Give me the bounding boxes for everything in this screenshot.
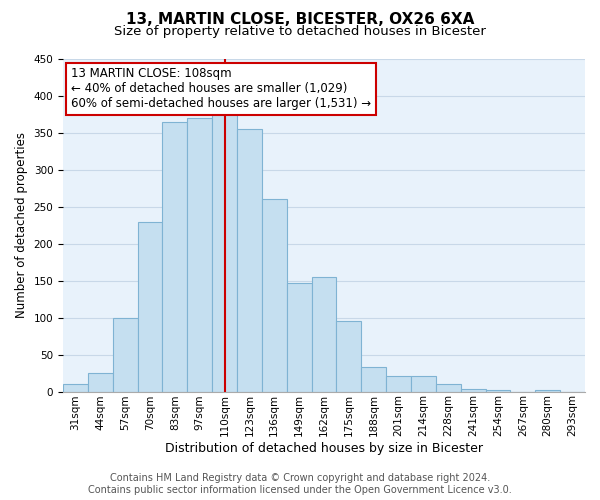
Bar bbox=[411, 376, 436, 392]
Y-axis label: Number of detached properties: Number of detached properties bbox=[15, 132, 28, 318]
Bar bbox=[63, 384, 88, 392]
Bar bbox=[535, 390, 560, 392]
Bar bbox=[311, 277, 337, 392]
Bar bbox=[137, 222, 163, 392]
Bar bbox=[485, 390, 511, 392]
Text: 13 MARTIN CLOSE: 108sqm
← 40% of detached houses are smaller (1,029)
60% of semi: 13 MARTIN CLOSE: 108sqm ← 40% of detache… bbox=[71, 68, 371, 110]
Bar bbox=[287, 283, 311, 392]
Text: 13, MARTIN CLOSE, BICESTER, OX26 6XA: 13, MARTIN CLOSE, BICESTER, OX26 6XA bbox=[126, 12, 474, 28]
Bar bbox=[187, 118, 212, 392]
Bar bbox=[262, 200, 287, 392]
Bar bbox=[361, 367, 386, 392]
Bar bbox=[212, 114, 237, 392]
Text: Size of property relative to detached houses in Bicester: Size of property relative to detached ho… bbox=[114, 25, 486, 38]
Bar bbox=[88, 373, 113, 392]
Bar bbox=[163, 122, 187, 392]
Bar bbox=[337, 322, 361, 392]
Bar bbox=[237, 129, 262, 392]
Bar bbox=[436, 384, 461, 392]
Bar bbox=[386, 376, 411, 392]
Text: Contains HM Land Registry data © Crown copyright and database right 2024.
Contai: Contains HM Land Registry data © Crown c… bbox=[88, 474, 512, 495]
Bar bbox=[461, 388, 485, 392]
Bar bbox=[113, 318, 137, 392]
X-axis label: Distribution of detached houses by size in Bicester: Distribution of detached houses by size … bbox=[165, 442, 483, 455]
